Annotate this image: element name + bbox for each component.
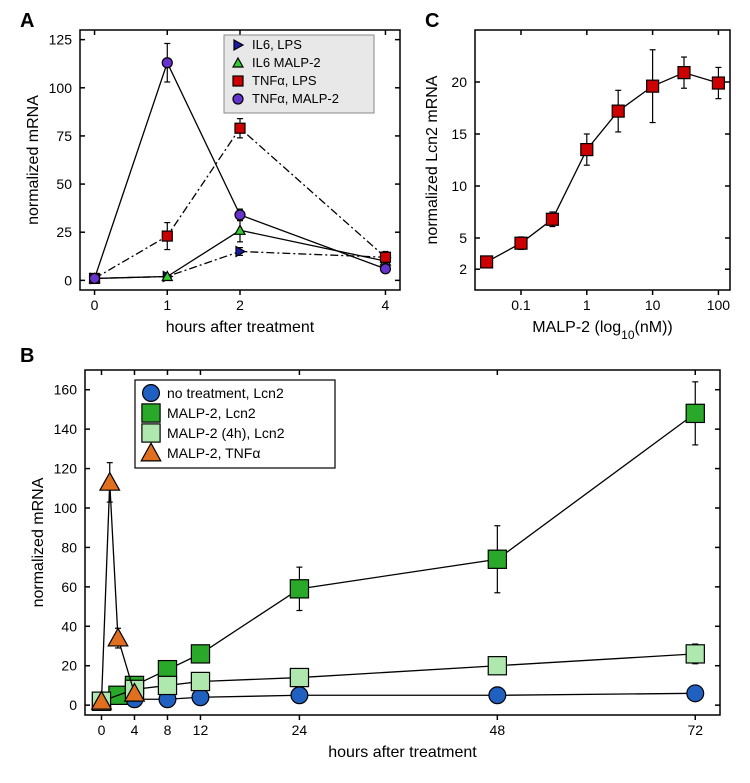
panel-a: A 0 1 2 4 0 25 50 75 100 125 hours after treatment…	[10, 10, 410, 340]
svg-text:25: 25	[56, 224, 72, 240]
svg-text:0.1: 0.1	[511, 297, 531, 313]
svg-text:2: 2	[459, 261, 467, 277]
svg-text:12: 12	[193, 722, 209, 738]
svg-text:1: 1	[163, 297, 171, 313]
panel-b: B 04812244872020406080100120140160hours …	[10, 345, 730, 765]
svg-text:hours after treatment: hours after treatment	[328, 744, 477, 761]
svg-text:120: 120	[54, 461, 78, 477]
svg-text:75: 75	[56, 128, 72, 144]
svg-text:20: 20	[451, 74, 467, 90]
svg-text:4: 4	[382, 297, 390, 313]
svg-text:4: 4	[131, 722, 139, 738]
svg-text:2: 2	[236, 297, 244, 313]
svg-text:MALP-2, Lcn2: MALP-2, Lcn2	[167, 405, 256, 421]
svg-text:0: 0	[69, 697, 77, 713]
svg-text:0: 0	[91, 297, 99, 313]
svg-text:8: 8	[164, 722, 172, 738]
svg-text:100: 100	[49, 80, 73, 96]
panel-c-chart: 0.1 1 10 100 2 5 10 15 20 MALP-2 (log10(nM)) norma…	[420, 10, 740, 340]
panel-a-label: A	[20, 10, 34, 33]
panel-a-chart: 0 1 2 4 0 25 50 75 100 125 hours after treatment no…	[10, 10, 410, 340]
svg-text:40: 40	[61, 618, 77, 634]
svg-text:24: 24	[292, 722, 308, 738]
svg-text:15: 15	[451, 126, 467, 142]
svg-text:60: 60	[61, 579, 77, 595]
svg-text:normalized Lcn2 mRNA: normalized Lcn2 mRNA	[424, 75, 441, 244]
panel-c-label: C	[425, 10, 439, 33]
svg-text:MALP-2 (log10(nM)): MALP-2 (log10(nM))	[532, 319, 673, 340]
svg-text:0: 0	[64, 272, 72, 288]
svg-text:80: 80	[61, 539, 77, 555]
svg-text:TNFα, LPS: TNFα, LPS	[252, 73, 317, 88]
svg-text:100: 100	[54, 500, 78, 516]
panel-b-label: B	[20, 345, 34, 368]
svg-text:IL6 MALP-2: IL6 MALP-2	[252, 55, 321, 70]
svg-text:normalized mRNA: normalized mRNA	[30, 477, 47, 607]
svg-text:140: 140	[54, 421, 78, 437]
svg-text:IL6, LPS: IL6, LPS	[252, 37, 302, 52]
svg-text:0: 0	[98, 722, 106, 738]
svg-text:50: 50	[56, 176, 72, 192]
svg-text:no treatment, Lcn2: no treatment, Lcn2	[167, 385, 284, 401]
svg-text:hours after treatment: hours after treatment	[166, 319, 315, 336]
svg-text:72: 72	[687, 722, 703, 738]
svg-text:MALP-2, TNFα: MALP-2, TNFα	[167, 445, 260, 461]
svg-text:TNFα, MALP-2: TNFα, MALP-2	[252, 91, 339, 106]
svg-text:48: 48	[490, 722, 506, 738]
svg-text:125: 125	[49, 32, 73, 48]
svg-text:100: 100	[707, 297, 731, 313]
svg-text:1: 1	[583, 297, 591, 313]
svg-text:10: 10	[645, 297, 661, 313]
svg-text:160: 160	[54, 382, 78, 398]
svg-text:MALP-2 (4h), Lcn2: MALP-2 (4h), Lcn2	[167, 425, 285, 441]
svg-text:20: 20	[61, 658, 77, 674]
svg-text:normalized mRNA: normalized mRNA	[25, 95, 42, 225]
panel-c: C 0.1 1 10 100 2 5 10 15 20 MALP-2 (log10(nM)) nor…	[420, 10, 740, 340]
svg-text:10: 10	[451, 178, 467, 194]
panel-b-chart: 04812244872020406080100120140160hours af…	[10, 345, 730, 765]
svg-text:5: 5	[459, 230, 467, 246]
